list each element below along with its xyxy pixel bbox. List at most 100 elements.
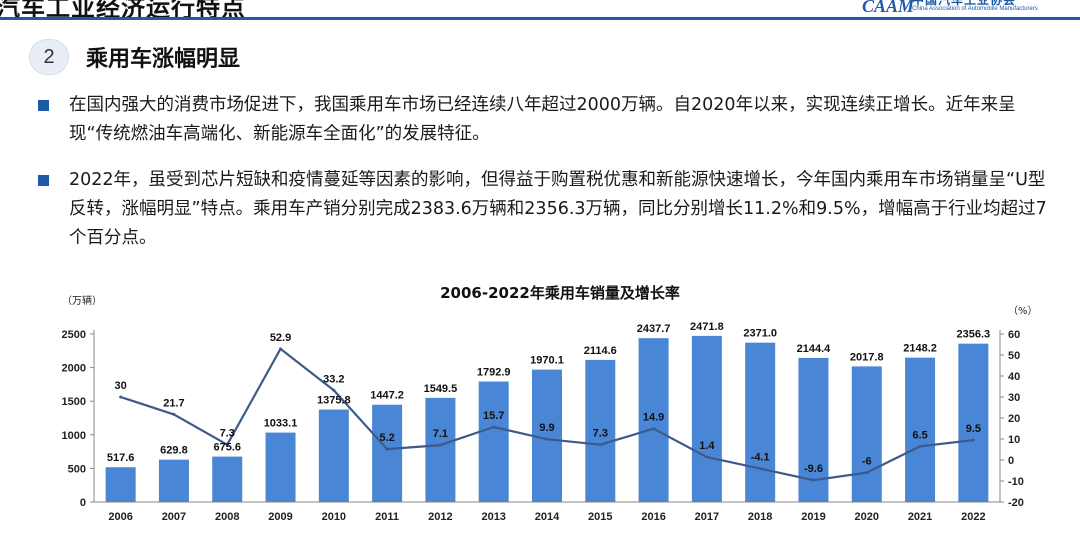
sales-bar (691, 335, 722, 502)
bullet-square-icon (38, 175, 49, 186)
right-tick-label: 0 (1008, 455, 1014, 467)
growth-rate-label: 9.5 (966, 423, 981, 435)
x-tick-label: 2008 (215, 511, 239, 523)
right-tick-label: 30 (1008, 392, 1020, 404)
bar-value-label: 2371.0 (743, 328, 777, 340)
right-tick-label: 60 (1008, 329, 1020, 341)
growth-rate-point (705, 455, 709, 459)
bar-value-label: 1375.8 (317, 395, 351, 407)
x-tick-label: 2022 (961, 511, 985, 523)
section-number-badge: 2 (30, 40, 68, 74)
sales-bar (105, 467, 136, 502)
growth-rate-label: 9.9 (539, 422, 554, 434)
growth-rate-label: 21.7 (163, 397, 184, 409)
bar-value-label: 517.6 (107, 452, 135, 464)
growth-rate-label: 7.3 (593, 428, 608, 440)
growth-rate-label: 1.4 (699, 440, 715, 452)
bar-value-label: 2148.2 (903, 343, 937, 355)
growth-rate-point (492, 425, 496, 429)
top-bar: 汽车工业经济运行特点 CAAM 中国汽车工业协会 China Associati… (0, 0, 1080, 22)
sales-bar (478, 381, 509, 502)
left-tick-label: 2000 (62, 363, 86, 375)
header-title: 汽车工业经济运行特点 (0, 0, 246, 22)
growth-rate-point (438, 443, 442, 447)
bar-value-label: 2114.6 (584, 345, 617, 357)
x-tick-label: 2020 (855, 511, 879, 523)
right-tick-label: 40 (1008, 371, 1020, 383)
sales-bar (905, 357, 936, 502)
left-axis-unit-label: （万辆） (62, 294, 102, 307)
growth-rate-label: -4.1 (751, 452, 770, 464)
x-tick-label: 2014 (535, 511, 560, 523)
sales-bar (158, 459, 189, 502)
bar-value-label: 1033.1 (264, 418, 298, 430)
bullet-text: 在国内强大的消费市场促进下，我国乘用车市场已经连续八年超过2000万辆。自202… (69, 95, 1016, 144)
left-tick-label: 0 (80, 497, 86, 509)
growth-rate-point (332, 388, 336, 392)
x-tick-label: 2017 (695, 511, 719, 523)
sales-growth-chart: 2006-2022年乘用车销量及增长率（万辆）（%）05001000150020… (62, 284, 1038, 523)
sales-bar (958, 343, 989, 502)
bar-value-label: 2017.8 (850, 351, 884, 363)
left-tick-label: 500 (68, 463, 86, 475)
right-tick-label: -20 (1008, 497, 1024, 509)
growth-rate-label: 33.2 (323, 373, 344, 385)
left-tick-label: 1500 (62, 396, 86, 408)
sales-bar (372, 404, 403, 502)
sales-bar (265, 432, 296, 502)
bar-value-label: 1549.5 (424, 383, 458, 395)
x-tick-label: 2019 (801, 511, 825, 523)
sales-bar (318, 409, 349, 502)
logo-chinese-name: 中国汽车工业协会 (912, 0, 1017, 7)
header-divider (0, 17, 1080, 20)
x-tick-label: 2013 (481, 511, 505, 523)
sales-bar (585, 359, 616, 502)
x-tick-label: 2012 (428, 511, 452, 523)
sales-bar (745, 342, 776, 502)
x-tick-label: 2010 (322, 511, 346, 523)
bar-value-label: 2437.7 (637, 323, 671, 335)
growth-rate-point (119, 395, 123, 399)
caam-logo: CAAM 中国汽车工业协会 China Association of Autom… (862, 0, 1052, 16)
growth-rate-point (971, 438, 975, 442)
chart-title: 2006-2022年乘用车销量及增长率 (440, 284, 680, 302)
x-tick-label: 2007 (162, 511, 186, 523)
x-tick-label: 2009 (268, 511, 292, 523)
x-tick-label: 2018 (748, 511, 772, 523)
growth-rate-label: 7.1 (433, 428, 448, 440)
growth-rate-label: -6 (862, 456, 872, 468)
logo-english-name: China Association of Automobile Manufact… (912, 6, 1038, 12)
growth-rate-point (172, 412, 176, 416)
growth-rate-point (758, 467, 762, 471)
bar-value-label: 2471.8 (690, 321, 724, 333)
growth-rate-point (385, 447, 389, 451)
left-tick-label: 1000 (62, 430, 86, 442)
section-title: 乘用车涨幅明显 (86, 47, 241, 72)
growth-rate-point (279, 347, 283, 351)
growth-rate-label: 7.3 (220, 428, 235, 440)
growth-rate-point (545, 437, 549, 441)
right-tick-label: 10 (1008, 434, 1020, 446)
logo-mark-icon: CAAM (862, 0, 915, 16)
growth-rate-label: 30 (115, 380, 127, 392)
x-tick-label: 2021 (908, 511, 932, 523)
sales-bar (638, 338, 669, 502)
bullet-square-icon (38, 100, 49, 111)
growth-rate-label: 15.7 (483, 410, 504, 422)
bar-value-label: 1970.1 (530, 355, 564, 367)
sales-bar (212, 456, 243, 502)
growth-rate-label: 52.9 (270, 332, 291, 344)
growth-rate-label: 6.5 (912, 429, 927, 441)
growth-rate-point (918, 444, 922, 448)
x-tick-label: 2016 (641, 511, 665, 523)
right-tick-label: 50 (1008, 350, 1020, 362)
bar-value-label: 675.6 (213, 442, 241, 454)
x-tick-label: 2011 (375, 511, 399, 523)
right-tick-label: -10 (1008, 476, 1024, 488)
bullet-item: 2022年，虽受到芯片短缺和疫情蔓延等因素的影响，但得益于购置税优惠和新能源快速… (38, 166, 1048, 253)
growth-rate-label: -9.6 (804, 463, 823, 475)
right-tick-label: 20 (1008, 413, 1020, 425)
bar-value-label: 1447.2 (370, 390, 404, 402)
bullet-text: 2022年，虽受到芯片短缺和疫情蔓延等因素的影响，但得益于购置税优惠和新能源快速… (69, 170, 1047, 248)
x-tick-label: 2006 (108, 511, 132, 523)
